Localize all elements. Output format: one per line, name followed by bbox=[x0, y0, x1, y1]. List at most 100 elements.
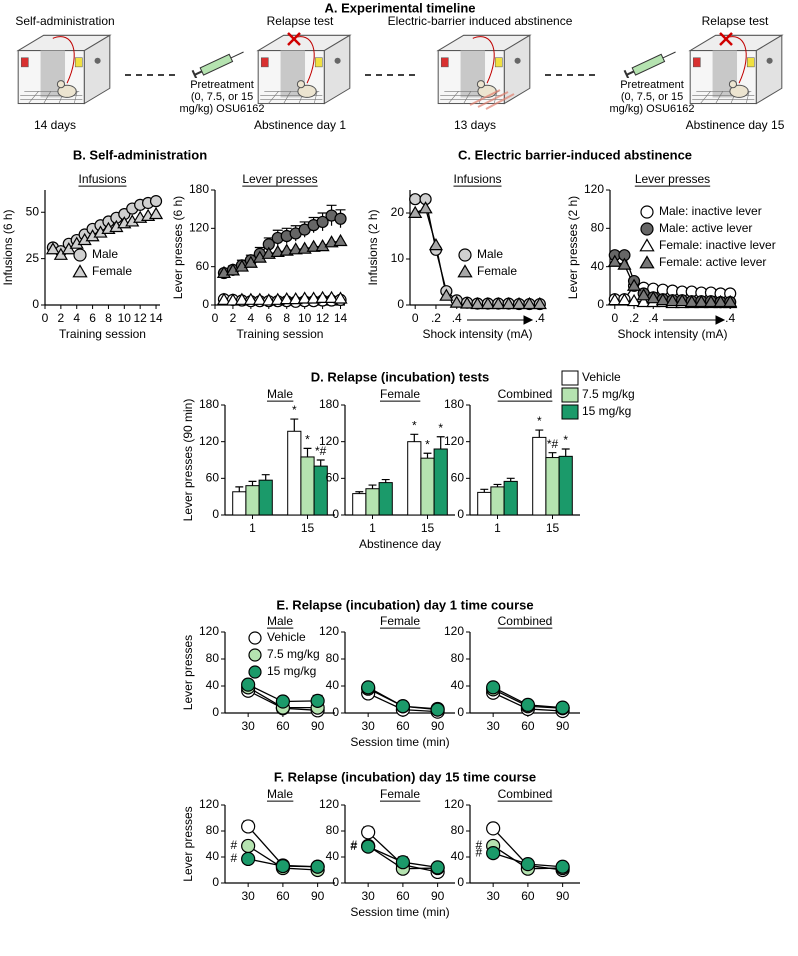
x-tick-label: 30 bbox=[486, 719, 500, 733]
bar bbox=[365, 488, 380, 516]
data-point bbox=[675, 293, 690, 307]
bar bbox=[352, 493, 367, 516]
x-tick-label: 1 bbox=[369, 521, 376, 535]
data-point bbox=[486, 680, 501, 695]
legend-swatch bbox=[561, 404, 579, 420]
annotation: *# bbox=[547, 437, 559, 451]
x-tick-label: 15 bbox=[301, 521, 315, 535]
error-bar bbox=[506, 477, 515, 482]
syringe bbox=[623, 48, 679, 78]
chart-title: Male bbox=[267, 387, 293, 401]
y-tick-label: 40 bbox=[206, 678, 220, 692]
chart-title: Infusions bbox=[78, 172, 126, 186]
y-tick-label: 120 bbox=[319, 434, 339, 448]
x-axis-label: Training session bbox=[237, 327, 324, 341]
data-point bbox=[439, 288, 454, 301]
y-axis-label: Lever presses (2 h) bbox=[566, 196, 580, 299]
x-tick-label: 90 bbox=[431, 719, 445, 733]
data-point bbox=[252, 250, 267, 263]
data-point bbox=[241, 851, 256, 867]
error-bar bbox=[303, 447, 312, 457]
panel-title: A. Experimental timeline bbox=[325, 0, 476, 15]
stage-label: Electric-barrier induced abstinence bbox=[388, 14, 573, 28]
y-tick-label: 20 bbox=[391, 205, 405, 219]
data-point bbox=[408, 205, 423, 218]
data-point bbox=[723, 294, 738, 308]
y-tick-label: 120 bbox=[189, 221, 209, 235]
data-point bbox=[694, 294, 709, 308]
bar bbox=[258, 479, 273, 516]
chart-title: Infusions bbox=[453, 172, 501, 186]
bar bbox=[232, 491, 247, 516]
y-axis-label: Lever presses (6 h) bbox=[171, 196, 185, 299]
data-point bbox=[333, 233, 348, 247]
error-bar bbox=[381, 478, 390, 483]
y-tick-label: 0 bbox=[332, 875, 339, 889]
data-point bbox=[288, 242, 303, 255]
annotation: * bbox=[292, 403, 297, 417]
pretreatment: Pretreatment bbox=[620, 79, 684, 91]
data-point bbox=[520, 857, 535, 872]
x-tick-label: 30 bbox=[241, 889, 255, 903]
data-point bbox=[334, 212, 347, 225]
data-point bbox=[148, 206, 164, 220]
timeline: Self-administration Relapse test Electri… bbox=[15, 14, 784, 132]
data-point bbox=[395, 855, 410, 870]
data-point bbox=[684, 294, 699, 308]
error-bar bbox=[290, 418, 299, 432]
y-tick-label: 25 bbox=[26, 251, 40, 265]
x-tick-label: 6 bbox=[89, 311, 96, 325]
data-point bbox=[241, 838, 256, 854]
legend-label: 7.5 mg/kg bbox=[582, 387, 635, 401]
legend-label: Male: inactive lever bbox=[659, 204, 762, 218]
y-tick-label: 0 bbox=[597, 297, 604, 311]
y-tick-label: 60 bbox=[451, 471, 465, 485]
data-point bbox=[275, 858, 290, 874]
legend-marker bbox=[640, 205, 654, 219]
y-tick-label: 120 bbox=[444, 797, 464, 811]
cage bbox=[437, 34, 531, 105]
x-tick-label: .4 bbox=[452, 311, 462, 325]
data-point bbox=[470, 296, 485, 310]
annotation: * bbox=[537, 414, 542, 428]
bar bbox=[477, 491, 492, 516]
data-point bbox=[333, 291, 348, 304]
annotation: * bbox=[305, 433, 310, 447]
chart-title: Lever presses bbox=[242, 172, 317, 186]
y-tick-label: 40 bbox=[326, 849, 340, 863]
data-point bbox=[225, 293, 241, 306]
annotation: # bbox=[230, 851, 237, 865]
data-point bbox=[555, 700, 570, 715]
y-tick-label: 0 bbox=[32, 297, 39, 311]
panel-title: E. Relapse (incubation) day 1 time cours… bbox=[276, 597, 533, 612]
data-point bbox=[315, 290, 330, 303]
x-tick-label: 0 bbox=[611, 311, 618, 325]
x-axis-label: Session time (min) bbox=[350, 735, 449, 749]
x-tick-label: 4 bbox=[248, 311, 255, 325]
x-axis-label: Abstinence day bbox=[359, 537, 441, 551]
x-tick-label: 15 bbox=[546, 521, 560, 535]
y-tick-label: 180 bbox=[199, 397, 219, 411]
data-point bbox=[418, 201, 433, 214]
annotation: # bbox=[350, 839, 357, 853]
data-point bbox=[430, 702, 445, 717]
x-tick-label: 2 bbox=[58, 311, 65, 325]
data-point bbox=[460, 296, 475, 309]
x-tick-label: 15 bbox=[421, 521, 435, 535]
panel-title: D. Relapse (incubation) tests bbox=[311, 369, 489, 384]
data-point bbox=[555, 859, 570, 874]
y-tick-label: 0 bbox=[332, 507, 339, 521]
x-tick-label: 6 bbox=[265, 311, 272, 325]
chart-title: Combined bbox=[498, 787, 553, 801]
legend-marker bbox=[72, 264, 88, 278]
legend-swatch bbox=[561, 387, 579, 403]
y-axis-label: Lever presses bbox=[181, 635, 195, 710]
x-axis-label: Shock intensity (mA) bbox=[422, 327, 532, 341]
legend-label: 7.5 mg/kg bbox=[267, 647, 320, 661]
data-point bbox=[310, 859, 325, 874]
data-point bbox=[430, 860, 445, 875]
data-point bbox=[361, 825, 376, 840]
legend-marker bbox=[248, 648, 262, 662]
y-tick-label: 40 bbox=[591, 259, 605, 273]
legend-label: Male bbox=[92, 247, 118, 261]
